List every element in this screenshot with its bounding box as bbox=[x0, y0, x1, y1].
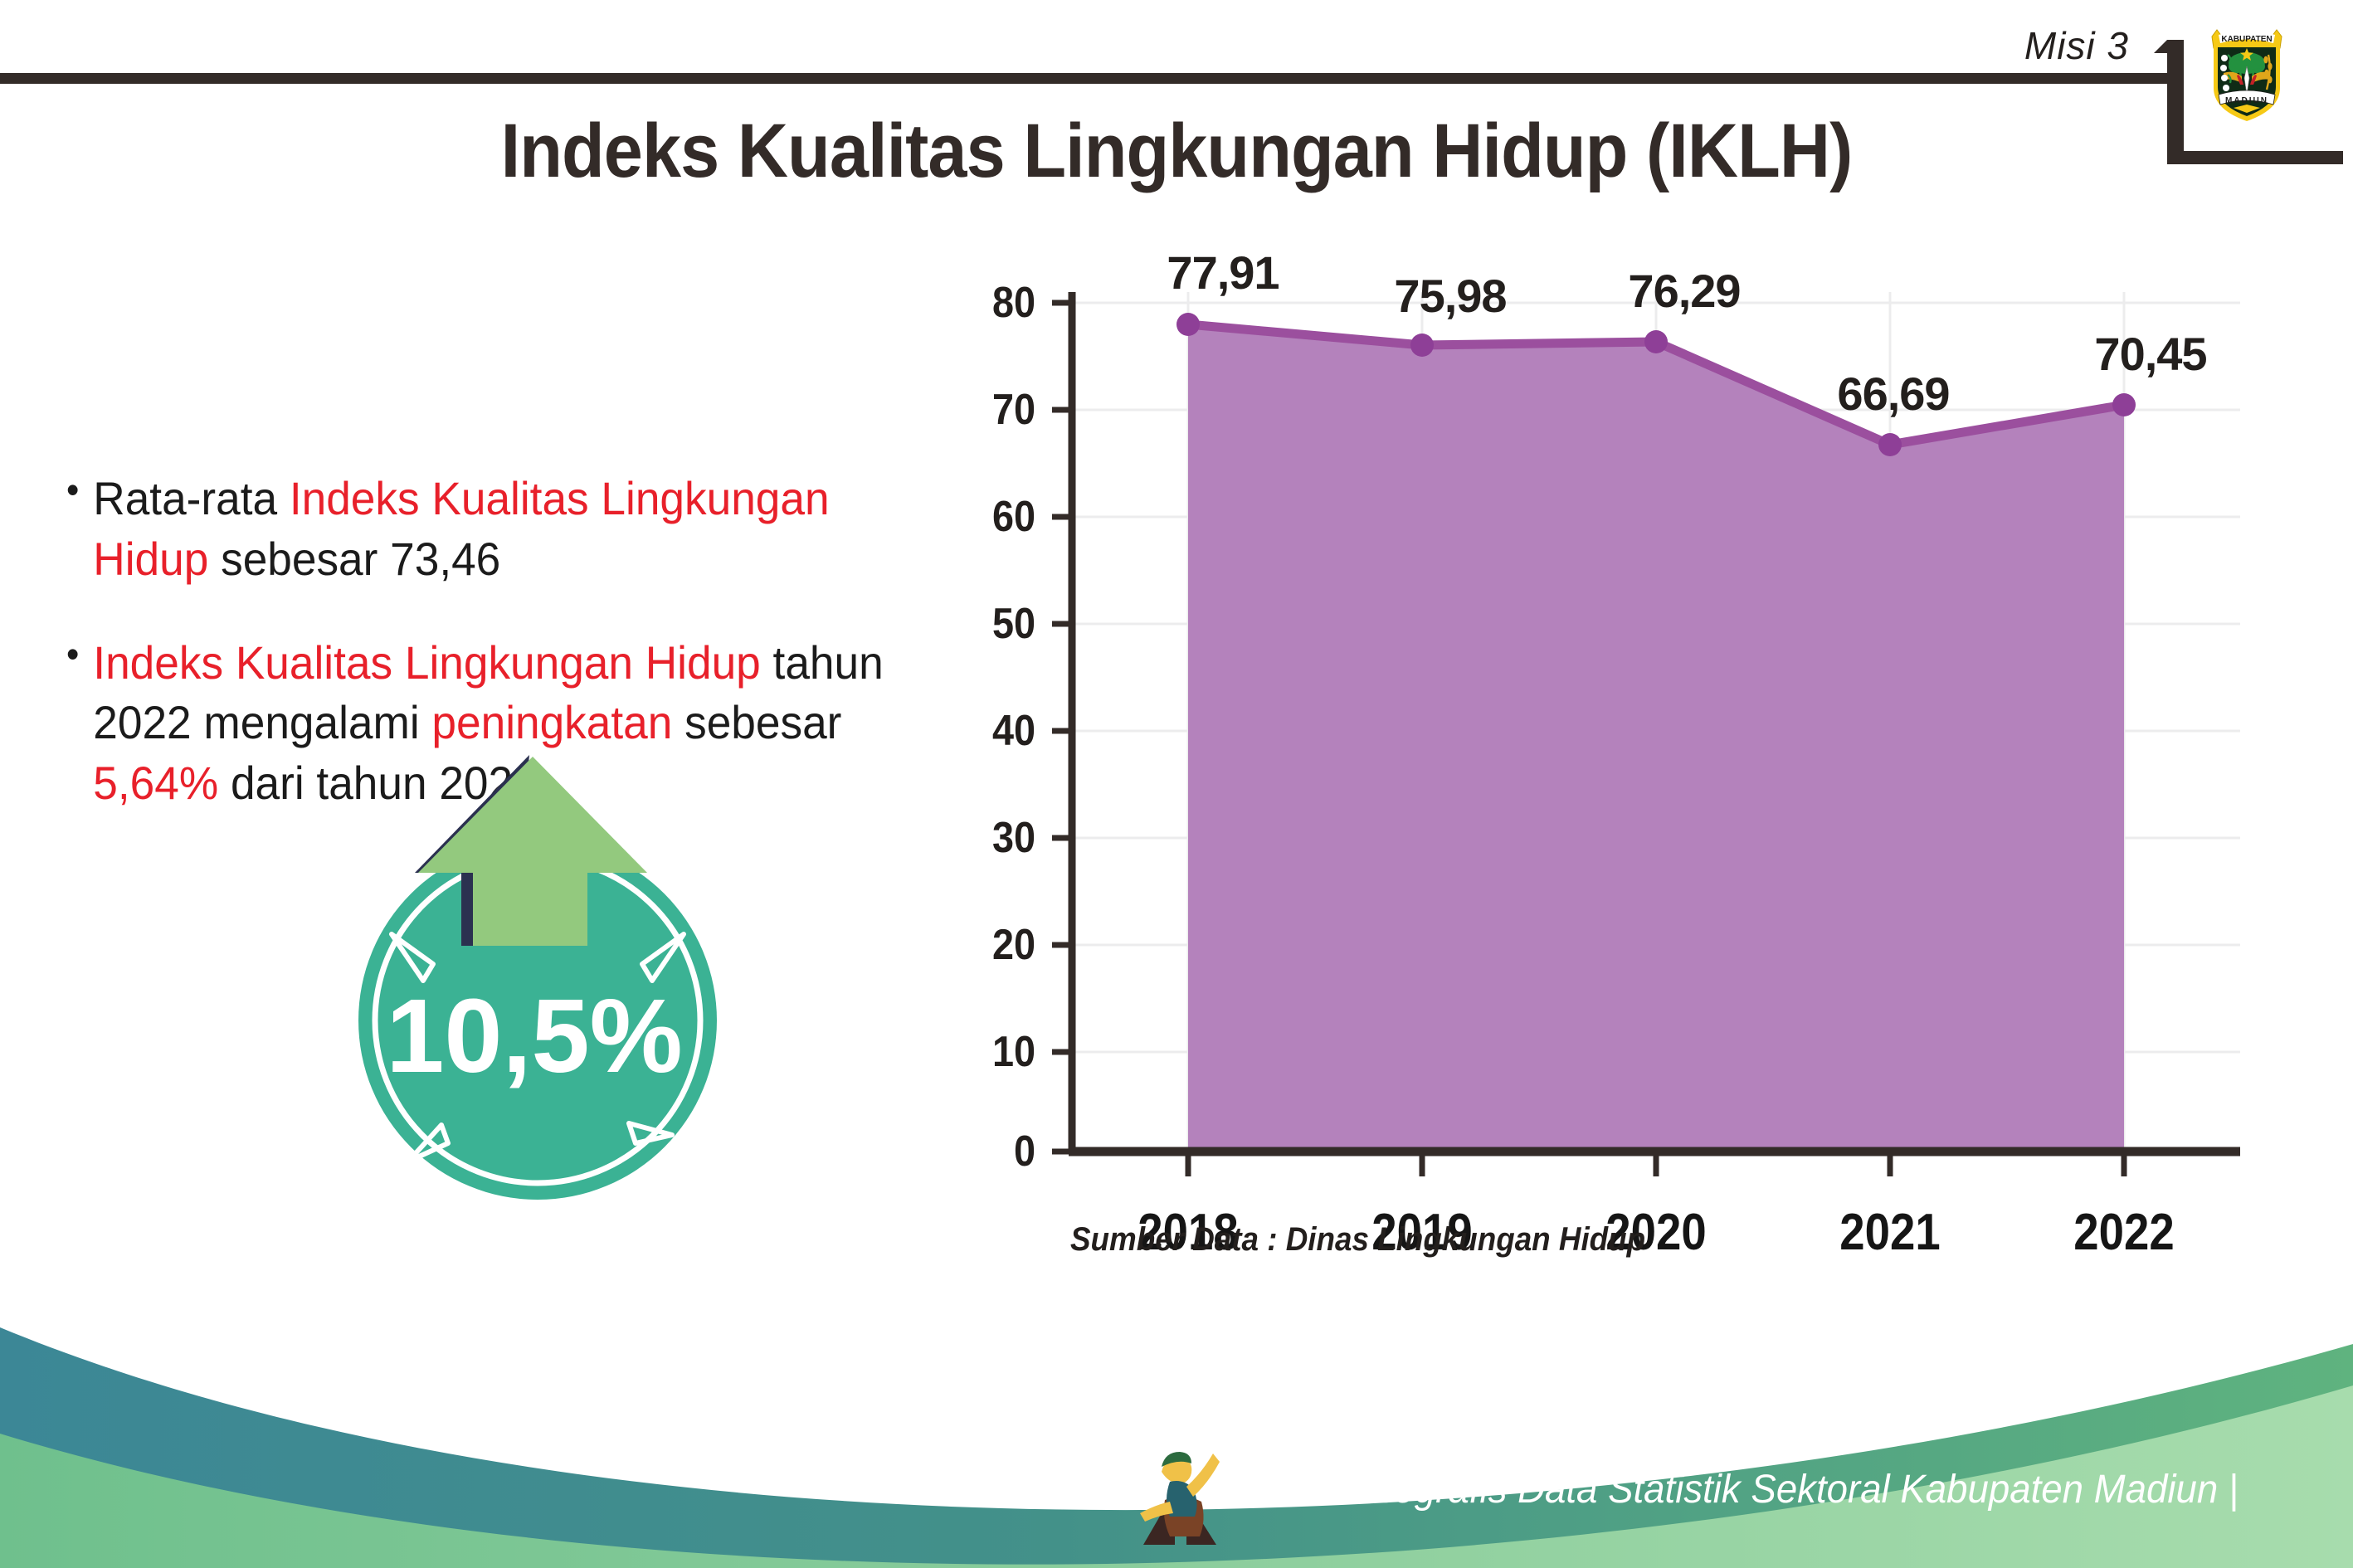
bullet-1-part-4: 5,64% bbox=[93, 757, 219, 810]
badge-marker-sw-icon bbox=[406, 1122, 451, 1164]
bullet-1-part-0: Indeks Kualitas Lingkungan Hidup bbox=[93, 635, 761, 689]
up-arrow-icon bbox=[418, 757, 647, 946]
bullet-item-1: Indeks Kualitas Lingkungan Hidup tahun 2… bbox=[66, 630, 949, 814]
badge-marker-se-icon bbox=[626, 1121, 675, 1146]
chart-marker-2021 bbox=[1878, 433, 1902, 456]
x-tick-label-2021: 2021 bbox=[1839, 1204, 1941, 1261]
badge-value: 10,5% bbox=[386, 977, 682, 1094]
x-tick-label-2020: 2020 bbox=[1605, 1204, 1707, 1261]
footer-wave bbox=[0, 1327, 2353, 1568]
bullet-item-0: Rata-rata Indeks Kualitas Lingkungan Hid… bbox=[66, 465, 949, 590]
x-tick-label-2018: 2018 bbox=[1138, 1204, 1239, 1261]
chart-area-fill bbox=[1188, 324, 2124, 1152]
data-label-2019: 75,98 bbox=[1394, 270, 1507, 322]
chart-y-ticks bbox=[1052, 299, 1072, 1155]
misi-label: Misi 3 bbox=[2024, 24, 2129, 67]
bullet-0-part-1: Indeks Kualitas Lingkungan Hidup bbox=[93, 472, 830, 585]
footer-caption: Media Infografis Data Statistik Sektoral… bbox=[1238, 1468, 2239, 1512]
chart-x-ticks bbox=[1185, 1152, 2127, 1176]
y-tick-label-20: 20 bbox=[991, 921, 1035, 969]
kabupaten-madiun-emblem-icon: KABUPATEN MADIUN bbox=[2211, 29, 2282, 121]
chart-marker-2020 bbox=[1644, 330, 1668, 353]
emblem-top-text: KABUPATEN bbox=[2221, 35, 2272, 44]
header-bracket-vertical bbox=[2154, 40, 2184, 164]
y-tick-label-30: 30 bbox=[991, 814, 1035, 862]
bullet-list: Rata-rata Indeks Kualitas Lingkungan Hid… bbox=[66, 465, 996, 857]
x-tick-label-2019: 2019 bbox=[1371, 1204, 1473, 1261]
chart-source-note: Sumber Data : Dinas Lingkungan Hidup bbox=[1070, 1221, 1646, 1258]
badge-marker-nw-icon bbox=[389, 932, 436, 983]
y-tick-label-0: 0 bbox=[1013, 1127, 1035, 1176]
bullet-1-part-1: tahun 2022 mengalami bbox=[93, 635, 884, 749]
y-tick-label-50: 50 bbox=[991, 600, 1035, 648]
page-title: Indeks Kualitas Lingkungan Hidup (IKLH) bbox=[500, 109, 1854, 193]
y-tick-label-80: 80 bbox=[991, 279, 1035, 327]
iklh-area-chart: 0 10 20 30 40 50 60 70 80 2018 2019 2020… bbox=[979, 246, 2240, 1261]
header-bracket-horizontal bbox=[2167, 151, 2343, 164]
badge-marker-ne-icon bbox=[640, 932, 686, 983]
y-tick-label-10: 10 bbox=[991, 1028, 1035, 1076]
data-label-2021: 66,69 bbox=[1837, 368, 1950, 420]
emblem-bottom-text: MADIUN bbox=[2225, 96, 2268, 105]
chart-canvas bbox=[1052, 292, 2240, 1176]
data-label-2020: 76,29 bbox=[1628, 265, 1741, 317]
bullet-1-part-2: peningkatan bbox=[431, 696, 673, 749]
bullet-1-part-3: sebesar bbox=[672, 696, 842, 749]
x-tick-label-2022: 2022 bbox=[2073, 1204, 2175, 1261]
increase-badge: 10,5% bbox=[358, 755, 717, 1200]
header-rule bbox=[0, 73, 2167, 84]
bullet-0-part-2: sebesar 73,46 bbox=[208, 532, 501, 585]
data-label-2018: 77,91 bbox=[1167, 246, 1279, 299]
bullet-0-part-0: Rata-rata bbox=[93, 472, 290, 524]
y-tick-label-60: 60 bbox=[991, 493, 1035, 541]
chart-marker-2022 bbox=[2112, 393, 2136, 416]
footer-wave-light bbox=[0, 1385, 2353, 1568]
badge-circle bbox=[358, 841, 717, 1200]
chart-marker-2019 bbox=[1410, 334, 1434, 357]
footer-wave-dark bbox=[0, 1327, 2353, 1568]
media-infografis-logo-icon bbox=[1140, 1452, 1220, 1545]
data-label-2022: 70,45 bbox=[2094, 328, 2207, 380]
chart-markers bbox=[1176, 313, 2136, 456]
y-tick-label-70: 70 bbox=[991, 386, 1035, 434]
y-tick-label-40: 40 bbox=[991, 707, 1035, 755]
chart-marker-2018 bbox=[1176, 313, 1200, 336]
